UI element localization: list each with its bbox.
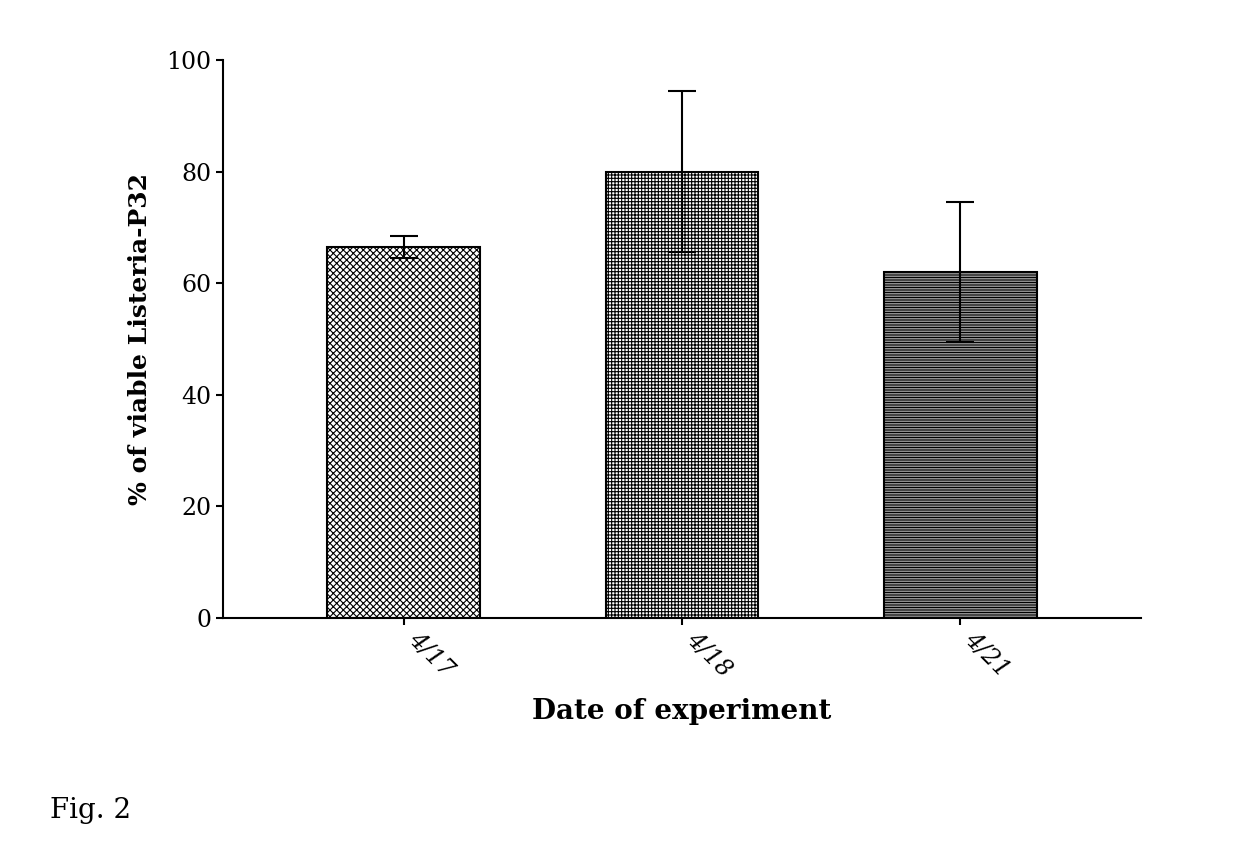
Y-axis label: % of viable Listeria-P32: % of viable Listeria-P32 (129, 173, 153, 505)
Text: Fig. 2: Fig. 2 (50, 797, 130, 824)
Bar (884, 272, 1037, 618)
X-axis label: Date of experiment: Date of experiment (532, 698, 832, 725)
Bar (327, 247, 480, 618)
Bar (605, 172, 759, 618)
